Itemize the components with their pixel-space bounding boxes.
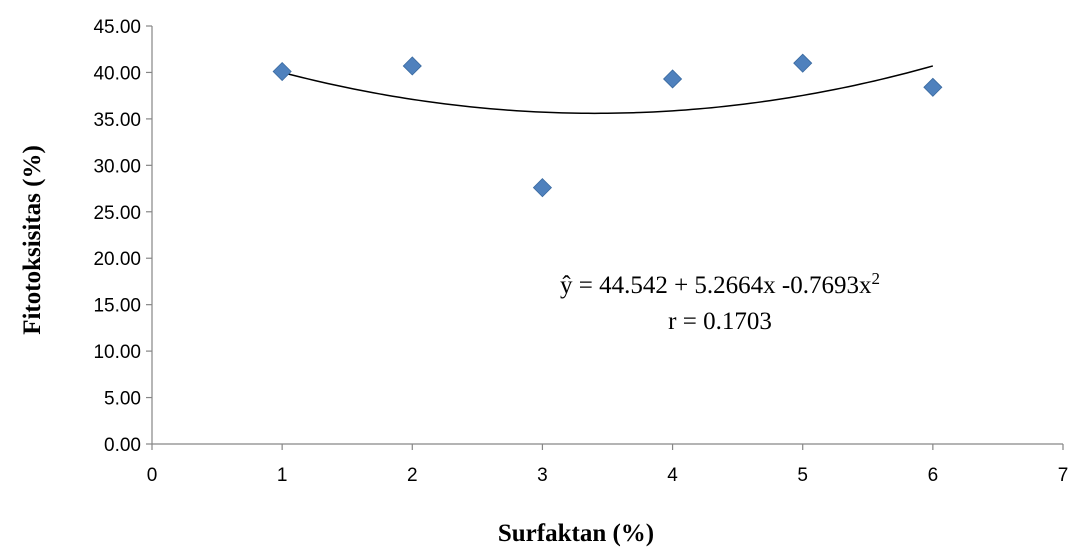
x-tick-label: 4 <box>667 465 678 486</box>
y-axis-ticks: 0.00 5.00 10.00 15.00 20.00 25.00 30.00 35.00 40… <box>93 17 152 456</box>
equation-exponent: 2 <box>872 269 881 288</box>
y-tick-label: 25.00 <box>93 203 141 224</box>
x-tick-label: 3 <box>537 465 548 486</box>
y-axis-title: Fitotoksisitas (%) <box>19 145 46 335</box>
equation-main: ŷ = 44.542 + 5.2664x -0.7693x <box>560 272 872 299</box>
x-tick-label: 1 <box>277 465 288 486</box>
x-axis-title: Surfaktan (%) <box>498 520 654 547</box>
y-tick-label: 40.00 <box>93 63 141 84</box>
trendline-curve <box>281 65 934 115</box>
chart-axes <box>151 26 1063 445</box>
y-tick-label: 30.00 <box>93 156 141 177</box>
data-points <box>272 53 943 198</box>
regression-equation: ŷ = 44.542 + 5.2664x -0.7693x2 <box>560 269 880 300</box>
x-tick-label: 2 <box>407 465 418 486</box>
y-tick-label: 10.00 <box>93 342 141 363</box>
y-tick-label: 45.00 <box>93 17 141 38</box>
correlation-label: r = 0.1703 <box>668 308 772 335</box>
y-tick-label: 0.00 <box>104 435 141 456</box>
y-tick-label: 20.00 <box>93 249 141 270</box>
data-point-diamond <box>272 61 292 82</box>
data-point-diamond <box>793 53 813 73</box>
x-tick-label: 6 <box>928 465 939 486</box>
data-point-diamond <box>532 178 552 198</box>
data-point-diamond <box>923 77 943 97</box>
x-tick-label: 7 <box>1058 465 1069 486</box>
x-tick-label: 0 <box>147 465 158 486</box>
x-tick-label: 5 <box>797 465 808 486</box>
y-tick-label: 5.00 <box>104 389 141 410</box>
data-point-diamond <box>663 69 683 89</box>
y-tick-label: 35.00 <box>93 110 141 131</box>
x-axis-ticks: 0 1 2 3 4 5 6 7 <box>147 444 1069 486</box>
data-point-diamond <box>402 56 422 76</box>
y-tick-label: 15.00 <box>93 296 141 317</box>
